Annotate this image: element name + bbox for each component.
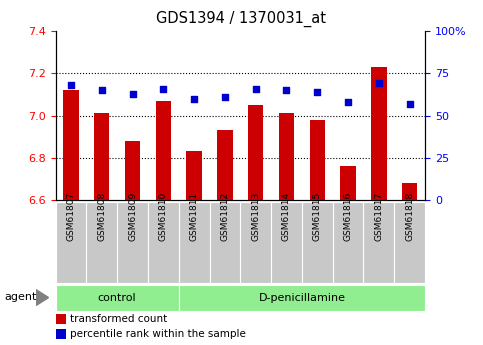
Text: GSM61814: GSM61814 bbox=[282, 191, 291, 241]
Point bbox=[313, 89, 321, 95]
Text: GSM61812: GSM61812 bbox=[220, 191, 229, 241]
Text: agent: agent bbox=[5, 293, 37, 302]
Bar bbox=[279, 114, 294, 200]
Polygon shape bbox=[36, 290, 48, 305]
Text: GSM61818: GSM61818 bbox=[405, 191, 414, 241]
Point bbox=[283, 87, 290, 93]
Bar bbox=[217, 130, 233, 200]
Point bbox=[375, 81, 383, 86]
Point bbox=[67, 82, 75, 88]
Point bbox=[98, 87, 106, 93]
Bar bbox=[125, 141, 140, 200]
Point bbox=[252, 86, 259, 91]
Point bbox=[221, 94, 229, 100]
Point bbox=[128, 91, 136, 96]
Text: GSM61811: GSM61811 bbox=[190, 191, 199, 241]
Text: GSM61807: GSM61807 bbox=[67, 191, 75, 241]
Text: GSM61813: GSM61813 bbox=[251, 191, 260, 241]
Text: control: control bbox=[98, 293, 136, 303]
Text: transformed count: transformed count bbox=[70, 314, 167, 324]
Point bbox=[406, 101, 413, 107]
Point bbox=[159, 86, 167, 91]
Bar bbox=[63, 90, 79, 200]
Text: percentile rank within the sample: percentile rank within the sample bbox=[70, 329, 246, 339]
Bar bbox=[371, 67, 386, 200]
Text: GSM61808: GSM61808 bbox=[97, 191, 106, 241]
Bar bbox=[56, 329, 66, 339]
Text: GSM61815: GSM61815 bbox=[313, 191, 322, 241]
Text: GSM61817: GSM61817 bbox=[374, 191, 384, 241]
Text: GSM61809: GSM61809 bbox=[128, 191, 137, 241]
Text: D-penicillamine: D-penicillamine bbox=[258, 293, 345, 303]
Text: GDS1394 / 1370031_at: GDS1394 / 1370031_at bbox=[156, 10, 327, 27]
Bar bbox=[156, 101, 171, 200]
Bar bbox=[310, 120, 325, 200]
Bar bbox=[248, 105, 263, 200]
Text: GSM61810: GSM61810 bbox=[159, 191, 168, 241]
Bar bbox=[341, 166, 356, 200]
Point bbox=[344, 99, 352, 105]
Bar bbox=[94, 114, 110, 200]
Bar bbox=[56, 314, 66, 324]
Bar bbox=[402, 183, 417, 200]
Text: GSM61816: GSM61816 bbox=[343, 191, 353, 241]
Bar bbox=[186, 151, 202, 200]
Point bbox=[190, 96, 198, 101]
